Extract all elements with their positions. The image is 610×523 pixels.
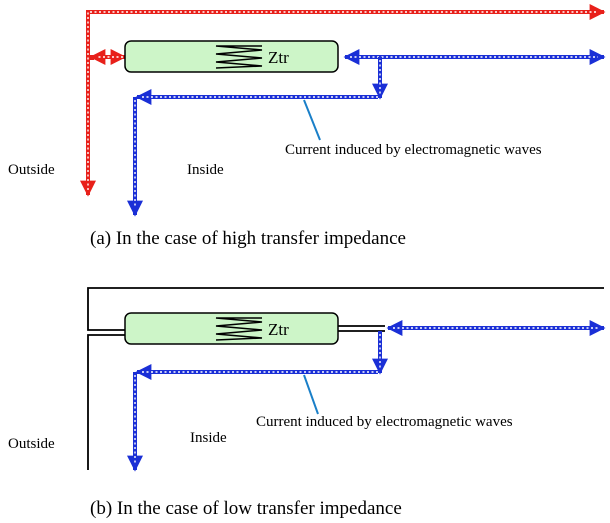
outside-label: Outside — [8, 436, 55, 452]
caption: (b) In the case of low transfer impedanc… — [90, 498, 402, 519]
inside-label: Inside — [187, 162, 224, 178]
outer-current — [80, 4, 606, 197]
caption: (a) In the case of high transfer impedan… — [90, 228, 406, 249]
impedance-box — [124, 312, 339, 345]
outside-label: Outside — [8, 162, 55, 178]
shield — [87, 334, 125, 470]
leader — [303, 374, 319, 415]
shield — [338, 325, 385, 332]
panel-a: Ztr Current induced by electromagnetic w… — [8, 4, 606, 249]
annotation: Current induced by electromagnetic waves — [256, 414, 513, 430]
leader — [303, 99, 321, 141]
impedance-box — [124, 40, 339, 73]
zigzag — [215, 45, 263, 69]
shield — [87, 287, 604, 331]
panel-b: Ztr Current induced by electromagnetic w… — [8, 287, 606, 519]
annotation: Current induced by electromagnetic waves — [285, 142, 542, 158]
impedance-label: Ztr — [268, 320, 289, 339]
zigzag — [215, 317, 263, 341]
impedance-label: Ztr — [268, 48, 289, 67]
inside-label: Inside — [190, 430, 227, 446]
